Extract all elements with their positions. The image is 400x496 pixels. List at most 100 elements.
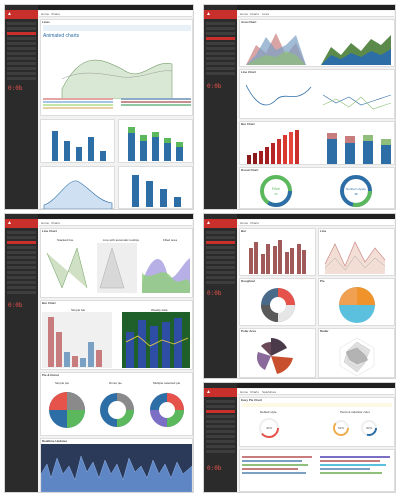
sidebar-item[interactable] — [206, 236, 235, 239]
sidebar-item[interactable] — [7, 62, 36, 65]
sidebar-item[interactable] — [206, 415, 235, 418]
pie-panel: Pie — [318, 278, 395, 326]
sparkline-row — [242, 472, 306, 474]
sidebar-item[interactable] — [7, 57, 36, 60]
sidebar-item[interactable] — [206, 57, 235, 60]
sidebar-item[interactable] — [206, 425, 235, 428]
sidebar-item[interactable] — [206, 440, 235, 443]
bar-chart — [52, 131, 106, 161]
sidebar-item[interactable] — [7, 256, 36, 259]
tab-charts[interactable]: Charts — [51, 221, 60, 225]
tab-charts[interactable]: Charts — [250, 221, 259, 225]
tab-charts[interactable]: Charts — [250, 390, 259, 394]
pie-value: 40% — [266, 426, 272, 430]
sidebar-item[interactable] — [206, 445, 235, 448]
sidebar-item[interactable] — [206, 246, 235, 249]
sidebar-item[interactable] — [7, 77, 36, 80]
chart-title: Simple pie — [55, 381, 70, 385]
sparklines-panel — [239, 449, 395, 492]
chart-title: Filled area — [163, 238, 178, 242]
sidebar-item-active[interactable] — [7, 241, 36, 244]
sidebar-item[interactable] — [206, 231, 235, 234]
bar-charts — [247, 130, 391, 164]
sidebar-item[interactable] — [206, 266, 235, 269]
sidebar-item[interactable] — [7, 236, 36, 239]
sidebar-item[interactable] — [206, 450, 235, 453]
sidebar-item[interactable] — [7, 286, 36, 289]
realtime-chart — [41, 444, 192, 492]
sidebar-item[interactable] — [206, 420, 235, 423]
pie-label: Default style — [260, 410, 277, 414]
info-bar — [43, 25, 191, 31]
ordered-bar-chart — [132, 175, 181, 207]
sidebar-item[interactable] — [7, 261, 36, 264]
sidebar-item[interactable] — [206, 42, 235, 45]
sidebar-item[interactable] — [7, 276, 36, 279]
sidebar-item[interactable] — [7, 42, 36, 45]
sidebar-item-active[interactable] — [206, 410, 235, 413]
breadcrumb: Home Charts Lines — [238, 11, 394, 17]
clock-display: 0:0b — [8, 85, 23, 92]
sidebar-item[interactable] — [206, 271, 235, 274]
tab-lines[interactable]: Lines — [262, 12, 270, 16]
tab-home[interactable]: Home — [41, 221, 50, 225]
sidebar-item[interactable] — [206, 261, 235, 264]
sidebar-item[interactable] — [206, 27, 235, 30]
sidebar-item[interactable] — [206, 72, 235, 75]
sparkline-row — [320, 468, 370, 470]
bar-chart-panel: Bar Chart — [239, 121, 395, 165]
sidebar-item[interactable] — [206, 435, 235, 438]
sidebar-item[interactable] — [206, 430, 235, 433]
stacked-bar-panel — [118, 119, 193, 163]
tab-charts[interactable]: Charts — [250, 12, 259, 16]
sidebar-item[interactable] — [7, 37, 36, 40]
line-chart — [324, 241, 386, 274]
sidebar-item[interactable] — [206, 22, 235, 25]
sidebar-item[interactable] — [206, 281, 235, 284]
tab-sparklines[interactable]: Sparklines — [262, 390, 277, 394]
sidebar-item[interactable] — [206, 400, 235, 403]
tab-home[interactable]: Home — [240, 221, 249, 225]
sidebar-item[interactable] — [206, 32, 235, 35]
sidebar-item[interactable] — [7, 231, 36, 234]
sidebar-item[interactable] — [206, 276, 235, 279]
chart-title: Stacked line — [57, 238, 74, 242]
sidebar-item[interactable] — [7, 27, 36, 30]
sidebar-item[interactable] — [7, 47, 36, 50]
area-charts — [246, 33, 391, 65]
sidebar-item[interactable] — [7, 52, 36, 55]
tab-home[interactable]: Home — [240, 12, 249, 16]
sidebar-item[interactable] — [7, 72, 36, 75]
chart-title: Multiple selected pie — [153, 381, 181, 385]
sidebar-item[interactable] — [7, 251, 36, 254]
chart-title: Donut pie — [109, 381, 122, 385]
sidebar-item-active[interactable] — [206, 241, 235, 244]
sidebar-item[interactable] — [7, 246, 36, 249]
tab-charts[interactable]: Charts — [51, 12, 60, 16]
panel-title: Line Chart — [42, 229, 57, 233]
top-bar — [204, 383, 395, 388]
sidebar-item[interactable] — [7, 291, 36, 294]
sidebar-item[interactable] — [206, 256, 235, 259]
sidebar-item[interactable] — [7, 266, 36, 269]
sidebar-item[interactable] — [7, 281, 36, 284]
sidebar-item-active[interactable] — [7, 32, 36, 35]
sidebar-item[interactable] — [7, 271, 36, 274]
clock-display: 0:0b — [207, 83, 222, 90]
sidebar-item[interactable] — [7, 22, 36, 25]
top-bar — [204, 5, 395, 10]
sidebar-item[interactable] — [206, 62, 235, 65]
pie-chart — [339, 287, 375, 323]
tab-home[interactable]: Home — [240, 390, 249, 394]
sidebar-item[interactable] — [206, 251, 235, 254]
tab-home[interactable]: Home — [41, 12, 50, 16]
sidebar-item[interactable] — [206, 405, 235, 408]
sidebar-item[interactable] — [7, 67, 36, 70]
sidebar-item-active[interactable] — [206, 37, 235, 40]
screenshot-animated-charts: ▲ 0:0b Home Charts Lines Animated charts — [4, 4, 194, 210]
sidebar-item[interactable] — [206, 67, 235, 70]
ordered-bar-panel — [118, 166, 193, 209]
screenshot-chartjs: ▲ 0:0b Home Charts Bar Line — [203, 213, 396, 379]
sidebar-item[interactable] — [206, 47, 235, 50]
sidebar-item[interactable] — [206, 52, 235, 55]
